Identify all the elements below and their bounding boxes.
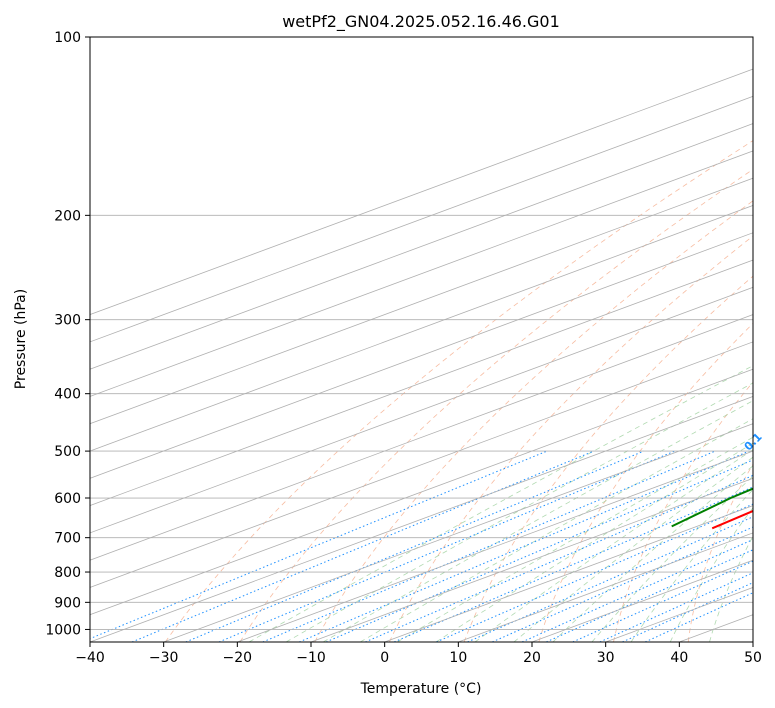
mixing-ratio-line [521, 538, 753, 642]
dry-adiabat [314, 200, 753, 642]
y-tick-label: 200 [54, 208, 81, 224]
x-tick-label: 30 [597, 650, 615, 666]
isotherm-line [384, 505, 753, 642]
mixing-ratio-line [131, 450, 594, 642]
isotherm-line [90, 314, 753, 561]
isotherm-line [90, 68, 753, 316]
mixing-ratio-line [365, 474, 753, 642]
isotherm-line [90, 150, 753, 397]
y-tick-label: 900 [54, 595, 81, 611]
profile-lines [671, 487, 753, 530]
isotherm-line [90, 396, 753, 642]
dry-adiabat [538, 322, 753, 642]
x-axis-label: Temperature (°C) [360, 681, 482, 697]
isotherm-line [90, 95, 753, 343]
y-tick-label: 600 [54, 491, 81, 507]
mixing-ratio-line [622, 582, 753, 642]
mixing-ratio-line [185, 450, 644, 642]
isotherm-line [163, 423, 753, 642]
mixing-ratio-line [393, 486, 753, 642]
y-tick-label: 500 [54, 444, 81, 460]
y-tick-label: 700 [54, 531, 81, 547]
isotherm-line [90, 205, 753, 452]
pressure-grid [90, 37, 753, 642]
y-tick-label: 1000 [45, 622, 81, 638]
moist-adiabat [360, 418, 753, 642]
moist-adiabat [513, 456, 753, 642]
y-tick-label: 800 [54, 565, 81, 581]
y-tick-label: 400 [54, 387, 81, 403]
mixing-ratio-line [644, 592, 753, 642]
y-axis-label: Pressure (hPa) [13, 289, 29, 389]
moist-adiabat [474, 449, 753, 642]
mixing-ratio-line [299, 450, 750, 642]
dry-adiabat [239, 168, 753, 642]
moist-adiabat [322, 400, 753, 642]
isotherm-line [90, 232, 753, 479]
isotherm-line [90, 123, 753, 370]
x-tick-label: 10 [449, 650, 467, 666]
isotherm-line [458, 532, 753, 642]
series-line [671, 487, 753, 528]
mixing-ratio-line [599, 572, 753, 642]
mixing-ratio-line [572, 560, 753, 642]
x-tick-label: −20 [223, 650, 253, 666]
x-tick-label: −30 [149, 650, 179, 666]
plot-frame [89, 36, 754, 643]
dry-adiabat [463, 275, 753, 642]
isotherm-line [90, 368, 753, 616]
isotherm-line [90, 177, 753, 425]
x-tick-label: −40 [75, 650, 105, 666]
chart-title: wetPf2_GN04.2025.052.16.46.G01 [282, 12, 560, 32]
isotherm-line [310, 477, 753, 642]
dry-adiabat [389, 235, 753, 642]
y-tick-label: 300 [54, 313, 81, 329]
x-tick-label: 40 [670, 650, 688, 666]
mixing-ratio-line [90, 450, 548, 640]
x-tick-label: 20 [523, 650, 541, 666]
moist-adiabat [285, 382, 753, 642]
isotherm-line [90, 259, 753, 507]
isotherm-line [237, 450, 753, 642]
mixing-ratio-line [218, 450, 675, 642]
y-tick-label: 100 [54, 30, 81, 46]
isotherm-line [90, 286, 753, 534]
moist-adiabat [248, 365, 753, 642]
dry-adiabat [687, 463, 753, 642]
moist-adiabat [435, 442, 753, 642]
x-tick-label: 50 [744, 650, 762, 666]
axis-ticks: −40 −30 −20 −10 0 10 20 30 40 50 100 200 300 400 500 60… [45, 30, 762, 666]
moist-adiabat [591, 475, 753, 642]
isotherm-line [90, 341, 753, 588]
x-tick-label: −10 [296, 650, 326, 666]
x-tick-label: 0 [380, 650, 389, 666]
